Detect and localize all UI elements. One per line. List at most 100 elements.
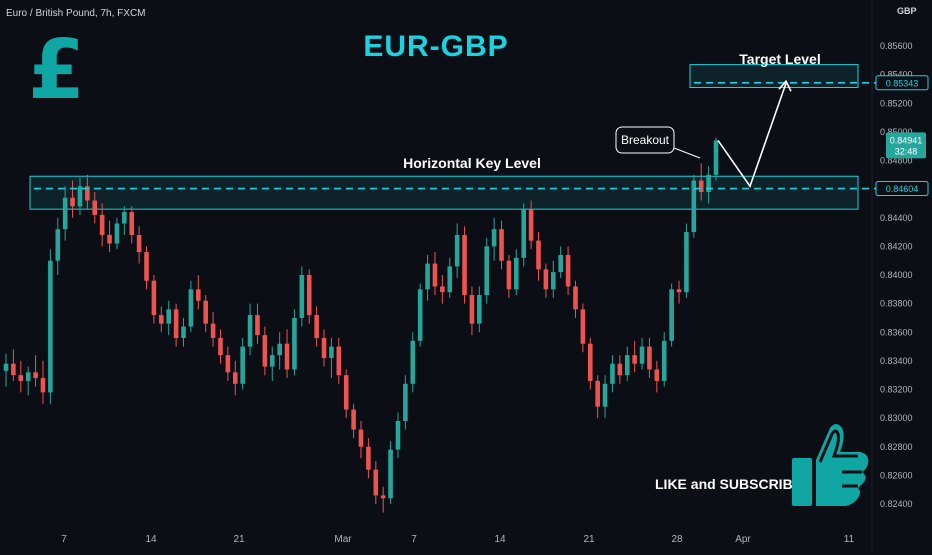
candle-body [499, 229, 504, 260]
candle-body [78, 186, 83, 206]
candle-body [366, 447, 371, 470]
pound-icon: £ [28, 30, 85, 112]
candle-body [595, 381, 600, 407]
candle-body [137, 235, 142, 252]
x-tick-label: 14 [145, 534, 157, 545]
candle-body [92, 201, 97, 215]
candle-body [322, 338, 327, 358]
breakout-label: Breakout [621, 133, 670, 147]
candle-body [677, 289, 682, 292]
y-tick-label: 0.83000 [880, 413, 913, 423]
x-tick-label: 11 [844, 534, 855, 545]
candle-body [425, 264, 430, 290]
candle-body [581, 309, 586, 343]
candle-body [447, 266, 452, 292]
x-tick-label: 7 [61, 534, 67, 545]
candle-body [270, 355, 275, 366]
candle-body [462, 235, 467, 295]
candle-body [455, 235, 460, 266]
candle-body [396, 421, 401, 450]
key-level-price-tag: 0.84604 [886, 184, 919, 194]
candle-body [48, 261, 53, 393]
candle-body [381, 495, 386, 498]
key-level-label: Horizontal Key Level [403, 155, 541, 171]
y-tick-label: 0.82600 [880, 470, 913, 480]
x-tick-label: 21 [583, 534, 595, 545]
candle-body [373, 470, 378, 496]
candle-body [107, 235, 112, 244]
candle-body [292, 318, 297, 370]
candle-body [300, 275, 305, 318]
candle-body [477, 295, 482, 324]
candle-body [669, 289, 674, 341]
y-tick-label: 0.85200 [880, 98, 913, 108]
candle-body [122, 212, 127, 223]
candle-body [536, 241, 541, 270]
candle-body [55, 229, 60, 260]
candle-body [307, 275, 312, 315]
candle-body [189, 289, 194, 326]
candle-body [544, 269, 549, 289]
x-tick-label: 21 [233, 534, 245, 545]
candle-body [655, 369, 660, 380]
candle-body [218, 338, 223, 355]
candle-body [566, 255, 571, 286]
candle-body [351, 410, 356, 430]
candle-body [115, 223, 120, 243]
candle-body [159, 315, 164, 324]
candle-body [314, 315, 319, 338]
candle-body [174, 309, 179, 338]
axis-currency-label: GBP [897, 6, 917, 16]
candle-body [647, 347, 652, 370]
candle-body [632, 355, 637, 364]
candle-body [388, 450, 393, 499]
target-price-tag: 0.85343 [886, 78, 919, 88]
candle-body [699, 181, 704, 192]
y-tick-label: 0.83200 [880, 385, 913, 395]
candle-body [129, 212, 134, 235]
y-tick-label: 0.84000 [880, 270, 913, 280]
candle-body [714, 140, 719, 174]
candle-body [226, 355, 231, 372]
candle-body [610, 364, 615, 384]
candle-body [166, 309, 171, 323]
candle-body [640, 347, 645, 364]
candle-body [255, 315, 260, 335]
y-tick-label: 0.83400 [880, 356, 913, 366]
candle-body [248, 315, 253, 346]
candle-body [263, 335, 268, 366]
candle-body [285, 344, 290, 370]
candle-body [277, 344, 282, 355]
candle-body [470, 295, 475, 324]
candle-body [662, 341, 667, 381]
candle-body [625, 355, 630, 375]
x-tick-label: 28 [671, 534, 683, 545]
candle-body [152, 281, 157, 315]
y-tick-label: 0.85600 [880, 41, 913, 51]
thumbs-up-icon [790, 420, 870, 510]
candle-body [492, 229, 497, 246]
y-tick-label: 0.83800 [880, 299, 913, 309]
candle-body [41, 378, 46, 392]
x-tick-label: 14 [494, 534, 506, 545]
candle-body [240, 347, 245, 384]
target-zone [690, 65, 858, 88]
candle-body [144, 252, 149, 281]
x-tick-label: Mar [334, 534, 352, 545]
breakout-pointer [674, 148, 700, 158]
candle-body [11, 364, 16, 375]
candle-body [706, 175, 711, 192]
y-tick-label: 0.82800 [880, 442, 913, 452]
current-price-tag: 0.84941 [890, 135, 923, 145]
candle-body [440, 286, 445, 292]
candle-body [70, 198, 75, 207]
candle-body [410, 341, 415, 384]
x-tick-label: Apr [735, 534, 751, 545]
candle-body [558, 255, 563, 272]
candle-body [588, 344, 593, 381]
candle-body [403, 384, 408, 421]
candle-body [618, 364, 623, 375]
candle-body [507, 261, 512, 290]
candle-body [26, 372, 31, 381]
candle-body [514, 258, 519, 289]
